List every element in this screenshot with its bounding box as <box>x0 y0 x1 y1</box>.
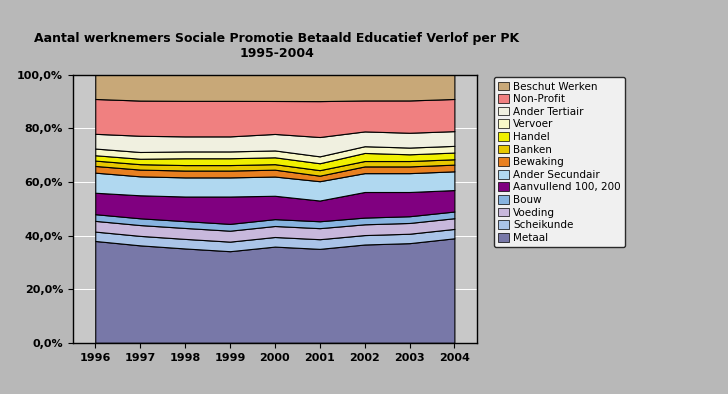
Legend: Beschut Werken, Non-Profit, Ander Tertiair, Vervoer, Handel, Banken, Bewaking, A: Beschut Werken, Non-Profit, Ander Tertia… <box>494 77 625 247</box>
Text: Aantal werknemers Sociale Promotie Betaald Educatief Verlof per PK
1995-2004: Aantal werknemers Sociale Promotie Betaa… <box>34 32 519 59</box>
